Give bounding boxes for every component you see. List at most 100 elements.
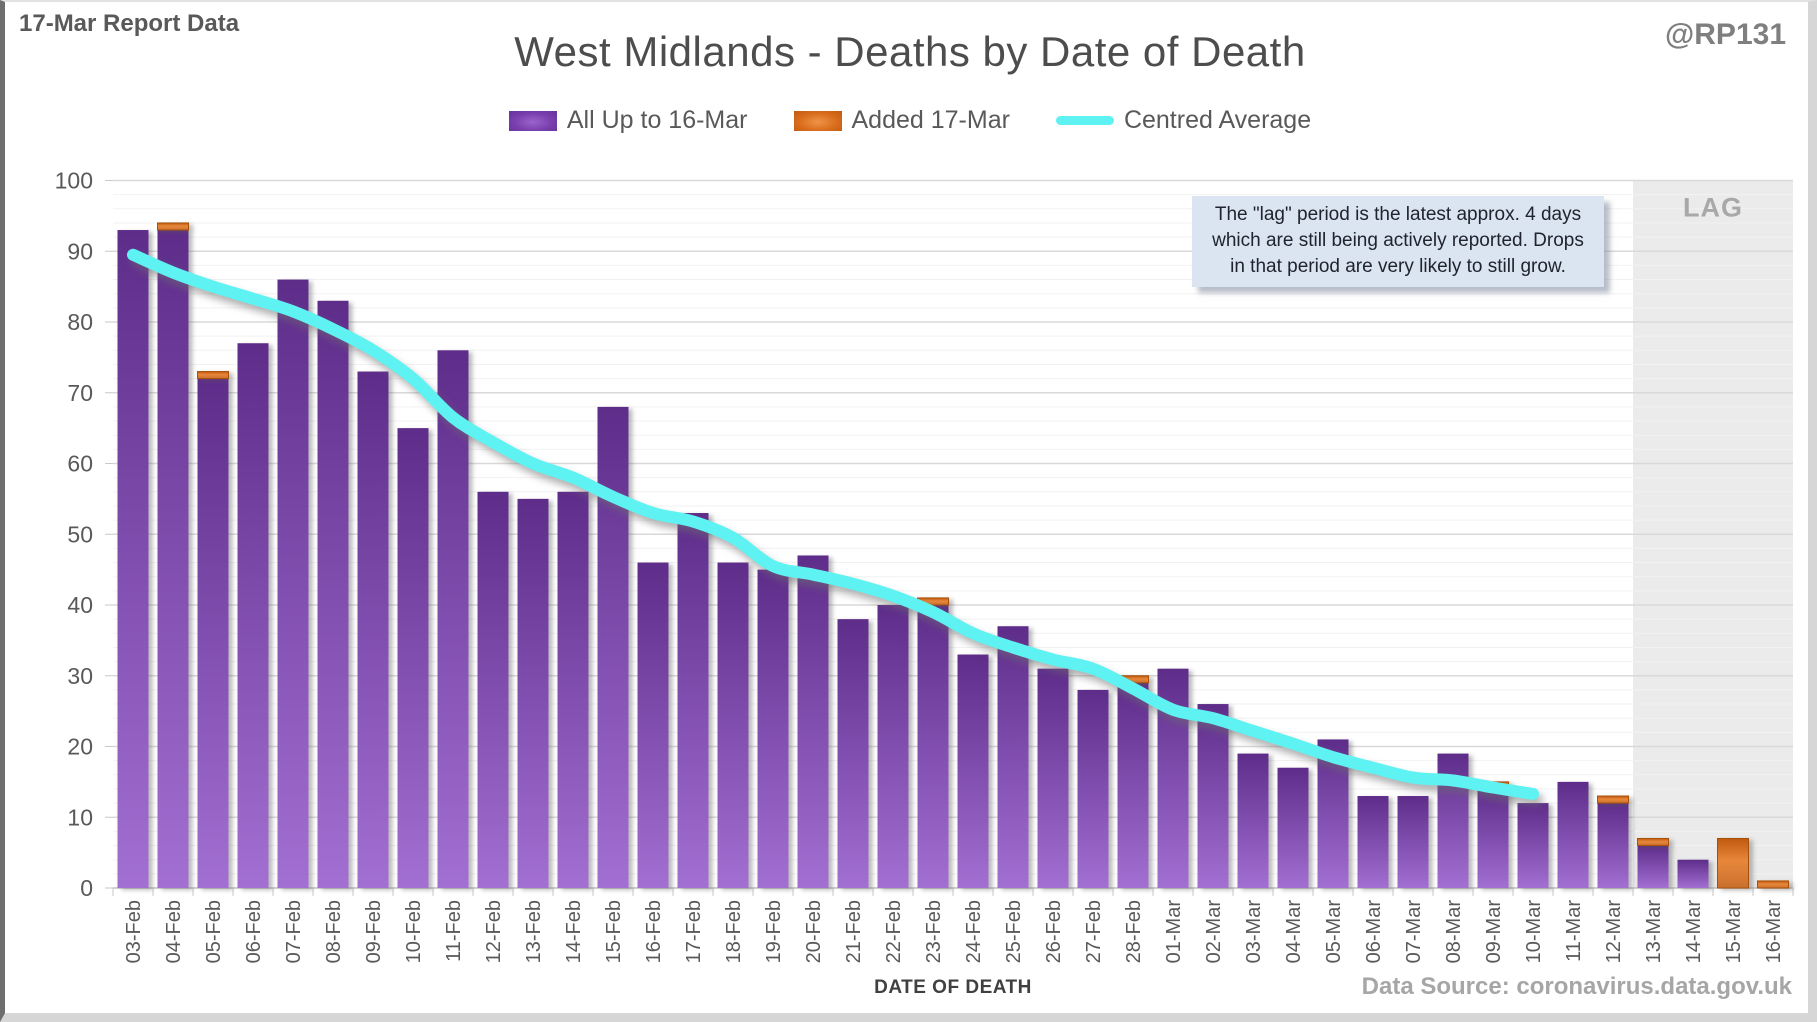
legend-label: Centred Average [1123, 106, 1312, 134]
bar-base-11-Feb [437, 350, 469, 888]
bar-base-15-Feb [597, 406, 629, 888]
x-tick-label: 02-Mar [1203, 900, 1225, 964]
x-tick-label: 11-Mar [1563, 900, 1585, 962]
bar-added-13-Mar [1637, 837, 1669, 847]
orange-bar-swatch-icon [793, 110, 842, 131]
x-tick-label: 04-Feb [163, 900, 185, 963]
bar-added-15-Mar [1717, 837, 1749, 889]
bar-base-14-Feb [557, 491, 589, 888]
bar-base-16-Feb [637, 562, 669, 888]
bar-added-12-Mar [1597, 795, 1629, 804]
x-tick-label: 20-Feb [803, 900, 825, 963]
x-tick-label: 25-Feb [1003, 900, 1025, 963]
legend: All Up to 16-Mar Added 17-Mar Centred Av… [5, 106, 1815, 135]
x-tick-label: 24-Feb [963, 900, 985, 963]
bar-base-28-Feb [1117, 682, 1149, 888]
x-tick-label: 19-Feb [763, 900, 785, 963]
x-tick-label: 22-Feb [883, 900, 905, 963]
bar-base-03-Mar [1237, 753, 1269, 888]
y-tick-label: 80 [67, 309, 93, 335]
bar-base-04-Mar [1277, 767, 1309, 888]
bar-base-24-Feb [957, 654, 989, 888]
data-source: Data Source: coronavirus.data.gov.uk [1361, 973, 1792, 1000]
x-tick-label: 06-Feb [243, 900, 265, 963]
bar-base-12-Mar [1597, 803, 1629, 888]
bar-base-26-Feb [1037, 668, 1069, 888]
y-tick-label: 50 [67, 521, 93, 547]
x-tick-label: 15-Feb [603, 900, 625, 963]
x-tick-label: 11-Feb [443, 900, 465, 962]
bar-base-13-Mar [1637, 845, 1669, 888]
x-tick-label: 12-Feb [483, 900, 505, 963]
x-tick-label: 04-Mar [1283, 900, 1305, 964]
bar-base-20-Feb [797, 555, 829, 888]
x-tick-label: 13-Feb [523, 900, 545, 963]
x-tick-label: 21-Feb [843, 900, 865, 963]
x-tick-label: 14-Feb [563, 900, 585, 963]
x-tick-label: 09-Feb [363, 900, 385, 963]
author-handle: @RP131 [1665, 18, 1786, 51]
bar-added-16-Mar [1757, 880, 1789, 889]
x-tick-label: 26-Feb [1043, 900, 1065, 963]
bar-base-07-Mar [1397, 796, 1429, 888]
y-tick-label: 70 [67, 380, 93, 406]
bar-base-17-Feb [677, 513, 709, 888]
x-tick-label: 23-Feb [923, 900, 945, 963]
x-tick-label: 18-Feb [723, 900, 745, 963]
bar-base-04-Feb [157, 230, 189, 888]
x-tick-label: 13-Mar [1643, 900, 1665, 964]
bar-base-06-Feb [237, 343, 269, 889]
x-tick-label: 16-Feb [643, 900, 665, 963]
bar-base-09-Mar [1477, 788, 1509, 888]
bar-added-04-Feb [157, 222, 189, 231]
bar-base-18-Feb [717, 562, 749, 888]
bar-base-12-Feb [477, 491, 509, 888]
x-tick-label: 05-Mar [1323, 900, 1345, 964]
x-tick-label: 08-Mar [1443, 900, 1465, 964]
legend-item-all-up-to-16-mar: All Up to 16-Mar [508, 106, 748, 135]
bar-base-10-Mar [1517, 803, 1549, 888]
x-tick-label: 09-Mar [1483, 900, 1505, 964]
bar-base-11-Mar [1557, 781, 1589, 888]
x-tick-label: 15-Mar [1723, 900, 1745, 964]
bar-added-05-Feb [197, 371, 229, 380]
bar-base-13-Feb [517, 498, 549, 888]
annotation-line: The "lag" period is the latest approx. 4… [1214, 204, 1582, 225]
bar-base-08-Feb [317, 300, 349, 888]
chart-title: West Midlands - Deaths by Date of Death [514, 28, 1306, 75]
x-tick-label: 08-Feb [323, 900, 345, 963]
x-tick-label: 03-Feb [123, 900, 145, 963]
y-tick-label: 10 [67, 804, 93, 830]
bar-base-22-Feb [877, 605, 909, 888]
bar-base-27-Feb [1077, 689, 1109, 888]
x-tick-label: 03-Mar [1243, 900, 1265, 964]
bar-base-19-Feb [757, 569, 789, 888]
chart-plot-area: LAG 0 10 20 30 40 50 60 70 80 90 100 03-Feb 04-Feb 05-… [55, 168, 1794, 964]
x-tick-label: 17-Feb [683, 900, 705, 963]
y-tick-label: 0 [80, 875, 93, 901]
annotation-line: in that period are very likely to still … [1230, 256, 1566, 278]
x-tick-label: 07-Mar [1403, 900, 1425, 964]
bar-base-07-Feb [277, 279, 309, 888]
y-tick-label: 100 [55, 168, 93, 194]
x-tick-label: 14-Mar [1683, 900, 1705, 964]
bar-base-14-Mar [1677, 859, 1709, 888]
x-tick-label: 28-Feb [1123, 900, 1145, 963]
bar-base-05-Feb [197, 378, 229, 888]
x-tick-label: 10-Feb [403, 900, 425, 963]
y-tick-label: 60 [67, 451, 93, 477]
x-tick-label: 07-Feb [283, 900, 305, 963]
legend-item-added-17-mar: Added 17-Mar [793, 106, 1010, 135]
report-label: 17-Mar Report Data [19, 10, 240, 37]
bar-base-10-Feb [397, 428, 429, 888]
annotation-line: which are still being actively reported.… [1212, 230, 1584, 252]
y-tick-label: 20 [67, 734, 93, 760]
bar-base-02-Mar [1197, 704, 1229, 888]
x-tick-label: 16-Mar [1763, 900, 1785, 964]
y-tick-label: 30 [67, 663, 93, 689]
bar-base-09-Feb [357, 371, 389, 888]
bar-base-21-Feb [837, 619, 869, 888]
lag-label: LAG [1683, 193, 1743, 223]
x-tick-label: 05-Feb [203, 900, 225, 963]
